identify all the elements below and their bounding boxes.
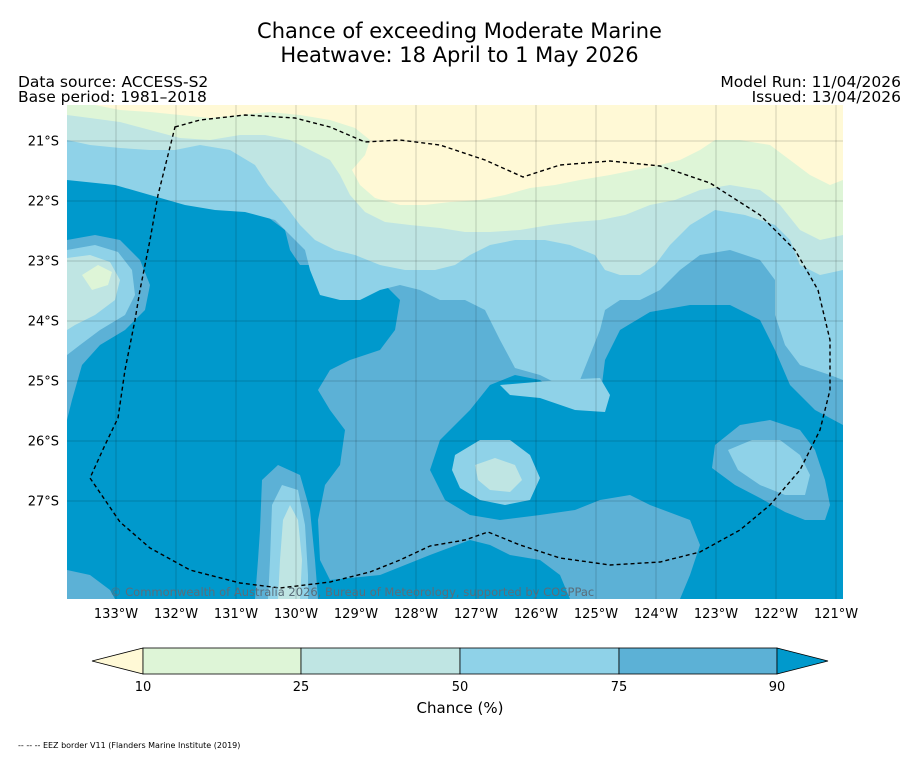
band-25-50-south: [278, 505, 302, 599]
issued-label: Issued: 13/04/2026: [751, 88, 901, 106]
map-title-line-1: Chance of exceeding Moderate Marine: [257, 19, 662, 43]
colorbar-label-25: 25: [293, 680, 310, 695]
model-run-label: Model Run: 11/04/2026: [720, 73, 901, 91]
lon-tick-124W: 124°W: [634, 607, 678, 622]
lon-tick-125W: 125°W: [574, 607, 618, 622]
colorbar-swatch-75-90: [618, 647, 778, 675]
lon-tick-128W: 128°W: [394, 607, 438, 622]
colorbar-label-90: 90: [769, 680, 786, 695]
lon-tick-labels: 133°W 132°W 131°W 130°W 129°W 128°W 127°…: [94, 607, 858, 622]
lon-tick-132W: 132°W: [154, 607, 198, 622]
colorbar-swatch-25-50: [300, 647, 461, 675]
band-25-50-central: [475, 458, 522, 492]
colorbar-swatch-50-75: [459, 647, 620, 675]
band-10-25-west-spot: [82, 265, 112, 290]
eez-footnote: -- -- -- EEZ border V11 (Flanders Marine…: [18, 741, 241, 750]
band-50-75-east-blob: [728, 440, 810, 495]
colorbar-labels: 10 25 50 75 90 Chance (%): [135, 680, 786, 717]
lat-tick-22S: 22°S: [28, 195, 59, 210]
graticule: [67, 105, 843, 599]
lon-tick-123W: 123°W: [694, 607, 738, 622]
data-source-label: Data source: ACCESS-S2: [18, 73, 209, 91]
lat-tick-labels: 21°S 22°S 23°S 24°S 25°S 26°S 27°S: [28, 135, 59, 510]
base-period-label: Base period: 1981–2018: [18, 88, 207, 106]
band-75-90-southwest: [67, 570, 115, 599]
lon-tick-129W: 129°W: [334, 607, 378, 622]
probability-field: © Commonwealth of Australia 2026, Bureau…: [67, 105, 843, 599]
lon-tick-130W: 130°W: [274, 607, 318, 622]
lat-tick-24S: 24°S: [28, 315, 59, 330]
lon-tick-126W: 126°W: [514, 607, 558, 622]
band-50-75-east-strip: [500, 378, 610, 412]
eez-border: [89, 114, 831, 589]
lon-tick-122W: 122°W: [754, 607, 798, 622]
lat-tick-23S: 23°S: [28, 255, 59, 270]
colorbar-label-10: 10: [135, 680, 152, 695]
lon-tick-131W: 131°W: [214, 607, 258, 622]
map-title-line-2: Heatwave: 18 April to 1 May 2026: [280, 43, 639, 67]
lat-tick-21S: 21°S: [28, 135, 59, 150]
lat-tick-25S: 25°S: [28, 375, 59, 390]
colorbar-label-50: 50: [452, 680, 469, 695]
lon-tick-133W: 133°W: [94, 607, 138, 622]
lat-tick-26S: 26°S: [28, 435, 59, 450]
lon-tick-127W: 127°W: [454, 607, 498, 622]
lon-tick-121W: 121°W: [814, 607, 858, 622]
lat-tick-27S: 27°S: [28, 495, 59, 510]
colorbar-label-75: 75: [611, 680, 628, 695]
colorbar-title: Chance (%): [417, 699, 504, 717]
copyright-text: © Commonwealth of Australia 2026, Bureau…: [110, 585, 594, 599]
colorbar-swatch-10-25: [142, 647, 302, 675]
colorbar-swatch-above-90: [776, 647, 829, 675]
colorbar-swatch-below-10: [91, 647, 144, 675]
colorbar: [91, 647, 829, 675]
